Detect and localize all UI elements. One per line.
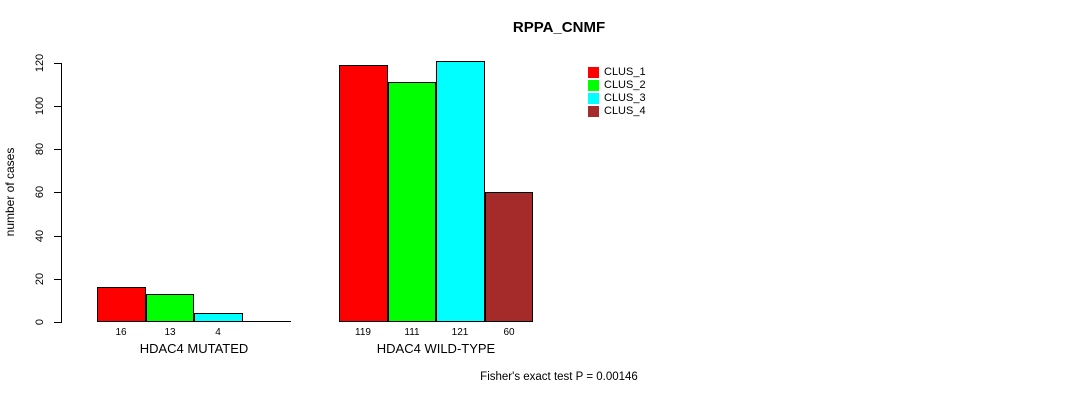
- y-axis-label: number of cases: [3, 147, 17, 237]
- y-tick-label: 120: [34, 53, 46, 73]
- bar-clus_4: [485, 192, 533, 322]
- bar-clus_3: [194, 313, 243, 322]
- legend-color-swatch: [588, 67, 599, 78]
- y-tick-label: 60: [34, 185, 46, 199]
- y-axis-line: [61, 63, 62, 323]
- y-tick-mark: [54, 192, 61, 193]
- y-tick-mark: [54, 106, 61, 107]
- legend-color-swatch: [588, 106, 599, 117]
- bar-value-label: 13: [164, 327, 176, 338]
- bar-clus_1: [97, 287, 146, 322]
- y-tick-mark: [54, 149, 61, 150]
- y-tick-label: 100: [34, 96, 46, 116]
- y-tick-label: 0: [34, 318, 46, 326]
- y-tick-label: 40: [34, 229, 46, 243]
- bar-value-label: 16: [115, 327, 127, 338]
- fisher-test-annotation: Fisher's exact test P = 0.00146: [480, 371, 638, 383]
- y-tick-mark: [54, 63, 61, 64]
- bar-clus_2: [146, 294, 194, 322]
- y-tick-label: 20: [34, 272, 46, 286]
- legend-label: CLUS_4: [604, 105, 646, 117]
- bar-clus_1: [339, 65, 388, 322]
- y-tick-label: 80: [34, 142, 46, 156]
- bar-clus_4-zero: [243, 321, 291, 322]
- x-category-label: HDAC4 MUTATED: [139, 341, 249, 356]
- legend-item: CLUS_2: [588, 79, 646, 92]
- bar-value-label: 4: [215, 327, 221, 338]
- legend-color-swatch: [588, 80, 599, 91]
- legend-label: CLUS_3: [604, 92, 646, 104]
- bar-value-label: 119: [355, 327, 371, 338]
- y-tick-mark: [54, 322, 61, 323]
- bar-value-label: 121: [451, 327, 469, 338]
- y-tick-mark: [54, 279, 61, 280]
- chart-title: RPPA_CNMF: [512, 19, 606, 36]
- bar-clus_3: [436, 61, 485, 322]
- legend-label: CLUS_1: [604, 66, 646, 78]
- y-tick-mark: [54, 236, 61, 237]
- legend-item: CLUS_1: [588, 66, 646, 79]
- bar-clus_2: [388, 82, 436, 322]
- bar-value-label: 111: [404, 327, 420, 338]
- x-category-label: HDAC4 WILD-TYPE: [376, 341, 496, 356]
- bar-value-label: 60: [503, 327, 515, 338]
- legend-color-swatch: [588, 93, 599, 104]
- legend-item: CLUS_3: [588, 92, 646, 105]
- legend-item: CLUS_4: [588, 105, 646, 118]
- legend: CLUS_1 CLUS_2 CLUS_3 CLUS_4: [588, 66, 646, 118]
- legend-label: CLUS_2: [604, 79, 646, 91]
